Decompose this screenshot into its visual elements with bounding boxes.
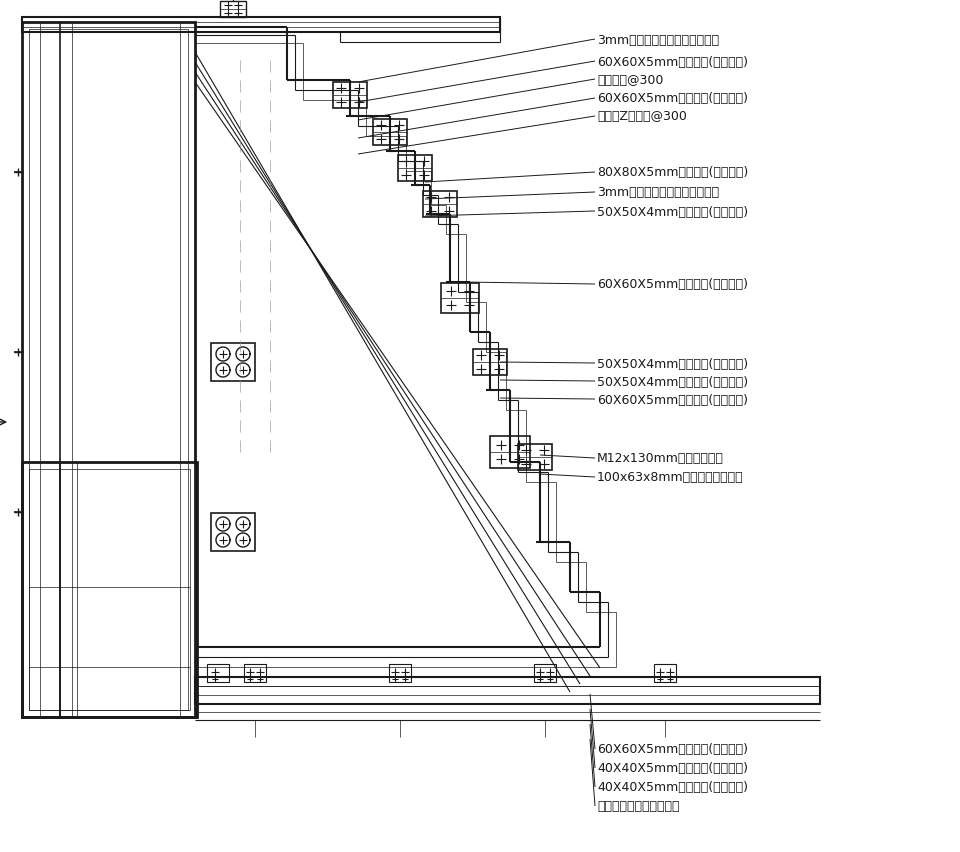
Text: 60X60X5mm厚方钢管(热浸镀锌): 60X60X5mm厚方钢管(热浸镀锌) — [597, 278, 748, 291]
Text: 50X50X4mm厚方钢管(热浸镀锌): 50X50X4mm厚方钢管(热浸镀锌) — [597, 375, 748, 388]
Text: 铝合金嵌条（氟碳喷涂）: 铝合金嵌条（氟碳喷涂） — [597, 799, 680, 813]
Bar — [22, 18, 500, 33]
Bar — [244, 665, 266, 682]
Text: 80X80X5mm厚方钢管(热浸镀锌): 80X80X5mm厚方钢管(热浸镀锌) — [597, 166, 748, 179]
Bar — [220, 2, 246, 18]
Bar — [490, 436, 530, 469]
Bar — [373, 120, 407, 146]
Text: 100x63x8mm热浸镀锌钢连接件: 100x63x8mm热浸镀锌钢连接件 — [597, 471, 744, 484]
Text: 3mm厚压花铝单板（氟碳喷涂）: 3mm厚压花铝单板（氟碳喷涂） — [597, 187, 719, 199]
Bar — [333, 83, 367, 109]
Text: 60X60X5mm厚方钢管(热浸镀锌): 60X60X5mm厚方钢管(热浸镀锌) — [597, 55, 748, 68]
Text: 50X50X4mm厚方钢管(热浸镀锌): 50X50X4mm厚方钢管(热浸镀锌) — [597, 205, 748, 218]
Bar — [29, 30, 188, 711]
Bar — [389, 665, 411, 682]
Text: 60X60X5mm厚方钢管(热浸镀锌): 60X60X5mm厚方钢管(热浸镀锌) — [597, 393, 748, 406]
Bar — [473, 349, 507, 376]
Bar — [398, 156, 432, 181]
Bar — [211, 514, 255, 551]
Bar — [423, 192, 457, 218]
Bar — [22, 463, 197, 717]
Text: 40X40X5mm厚方钢管(氟碳喷涂): 40X40X5mm厚方钢管(氟碳喷涂) — [597, 780, 748, 793]
Bar — [29, 469, 190, 711]
Bar — [195, 677, 820, 704]
Text: 铝合金Z形角码@300: 铝合金Z形角码@300 — [597, 111, 686, 124]
Text: 3mm厚压花铝单板（氟碳喷涂）: 3mm厚压花铝单板（氟碳喷涂） — [597, 33, 719, 47]
Bar — [211, 343, 255, 382]
Text: 抽芯铆钉@300: 抽芯铆钉@300 — [597, 73, 663, 86]
Bar — [207, 665, 229, 682]
Text: 60X60X5mm厚方钢管(热浸镀锌): 60X60X5mm厚方钢管(热浸镀锌) — [597, 743, 748, 756]
Bar — [518, 445, 552, 470]
Text: 60X60X5mm厚方钢管(热浸镀锌): 60X60X5mm厚方钢管(热浸镀锌) — [597, 92, 748, 106]
Text: M12x130mm不锈钢螺栓组: M12x130mm不锈钢螺栓组 — [597, 452, 724, 465]
Bar — [534, 665, 556, 682]
Text: 50X50X4mm厚方钢管(热浸镀锌): 50X50X4mm厚方钢管(热浸镀锌) — [597, 357, 748, 370]
Bar — [22, 23, 195, 717]
Bar — [654, 665, 676, 682]
Bar — [441, 284, 479, 314]
Text: 40X40X5mm厚方钢管(氟碳喷涂): 40X40X5mm厚方钢管(氟碳喷涂) — [597, 762, 748, 774]
